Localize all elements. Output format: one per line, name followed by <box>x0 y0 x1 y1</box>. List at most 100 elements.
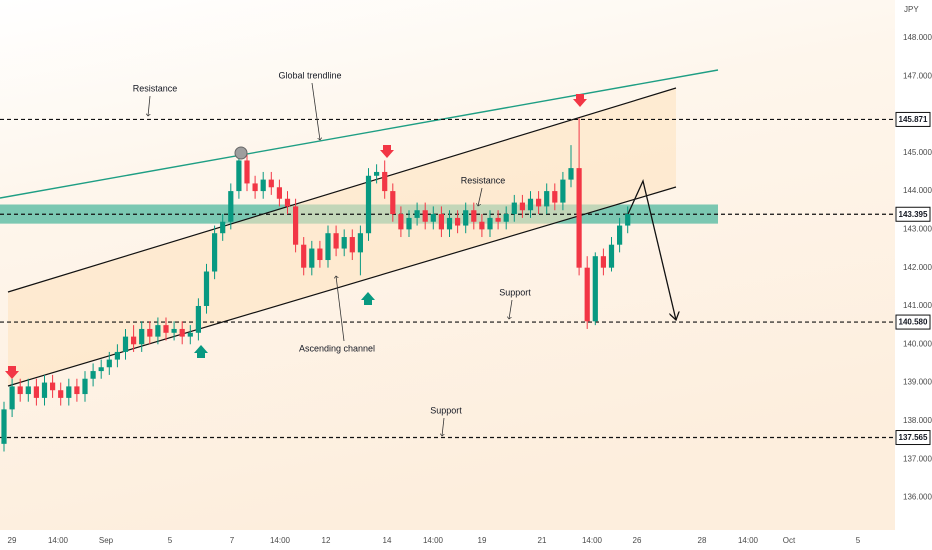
candle-body <box>66 386 72 398</box>
candle-body <box>495 217 501 222</box>
candle-body <box>268 179 274 188</box>
candle-body <box>17 386 23 395</box>
projection-arrow <box>627 179 676 320</box>
candle-body <box>301 244 307 268</box>
x-tick-label: 26 <box>633 536 642 545</box>
candle-body <box>463 210 469 226</box>
candle-body <box>536 198 542 207</box>
candle-body <box>114 351 120 360</box>
y-tick-label: 136.000 <box>903 493 932 502</box>
buy-arrow <box>194 345 208 358</box>
candle-body <box>33 386 39 398</box>
x-tick-label: 28 <box>698 536 707 545</box>
candle-body <box>82 378 88 395</box>
candle-body <box>617 225 623 245</box>
y-tick-label: 137.000 <box>903 454 932 463</box>
x-tick-label: 5 <box>856 536 861 545</box>
candle-body <box>471 210 477 222</box>
y-tick-label: 142.000 <box>903 263 932 272</box>
candle-body <box>309 248 315 268</box>
x-tick-label: 29 <box>8 536 17 545</box>
y-tick-label: 145.000 <box>903 148 932 157</box>
candle-body <box>163 325 169 333</box>
annotation-pointer <box>478 187 483 206</box>
candle-body <box>41 382 48 398</box>
time-axis-background <box>0 530 895 550</box>
x-tick-label: 14:00 <box>270 536 291 545</box>
candle-body <box>106 359 112 368</box>
candle-body <box>398 214 404 230</box>
y-tick-label: 141.000 <box>903 301 932 310</box>
candle-body <box>333 233 339 249</box>
x-tick-label: 12 <box>322 536 331 545</box>
candle-body <box>487 217 493 230</box>
candle-body <box>212 233 218 272</box>
candle-body <box>357 233 363 253</box>
candle-body <box>236 160 242 192</box>
annotation-pointer <box>336 276 345 342</box>
level-label-box <box>895 206 931 222</box>
candle-body <box>317 248 323 261</box>
sell-arrow <box>573 94 587 107</box>
currency-label: JPY <box>904 5 919 14</box>
x-tick-label: Oct <box>783 536 796 545</box>
candle-body <box>325 233 331 261</box>
candle-body <box>9 386 15 410</box>
x-tick-label: 14:00 <box>738 536 759 545</box>
global-trendline <box>0 69 719 199</box>
candle-body <box>584 267 590 322</box>
candle-body <box>374 171 380 176</box>
candle-body <box>131 336 137 345</box>
candle-body <box>625 214 631 226</box>
candle-body <box>552 191 558 203</box>
candle-body <box>74 386 80 395</box>
sell-arrow <box>380 145 394 158</box>
buy-arrow <box>361 292 375 305</box>
candle-body <box>179 328 185 337</box>
candle-body <box>479 221 485 230</box>
y-tick-label: 138.000 <box>903 416 932 425</box>
candle-body <box>90 371 96 379</box>
candle-body <box>195 305 201 333</box>
candle-body <box>511 202 517 215</box>
x-tick-label: Sep <box>99 536 114 545</box>
annotation: Resistance <box>461 175 506 185</box>
candle-body <box>422 210 428 222</box>
candle-body <box>284 198 291 207</box>
candle-body <box>58 390 64 398</box>
candle-body <box>527 198 534 211</box>
x-tick-label: 14:00 <box>48 536 69 545</box>
touch-marker <box>234 146 248 160</box>
channel-upper-line <box>7 87 677 293</box>
annotation: Support <box>430 405 462 415</box>
candle-body <box>228 191 234 222</box>
level-label-box <box>895 314 931 330</box>
candle-body <box>390 191 396 215</box>
candle-body <box>220 221 226 234</box>
candle-body <box>592 256 598 322</box>
candle-body <box>455 217 461 226</box>
candle-body <box>122 336 129 352</box>
level-label-box <box>895 430 931 446</box>
candle-body <box>260 179 266 192</box>
level-label-box <box>895 111 931 127</box>
candle-body <box>252 183 258 192</box>
level-label: 145.871 <box>899 115 928 124</box>
candle-body <box>203 271 210 306</box>
level-label: 140.580 <box>899 318 928 327</box>
y-tick-label: 140.000 <box>903 339 932 348</box>
candle-body <box>187 332 193 337</box>
candle-body <box>155 325 161 337</box>
candle-body <box>341 237 347 249</box>
candle-body <box>139 328 145 345</box>
candle-body <box>406 217 412 230</box>
candle-body <box>608 244 615 268</box>
candle-body <box>25 386 31 395</box>
price-axis-background <box>895 0 932 550</box>
annotation: Ascending channel <box>299 343 375 353</box>
x-tick-label: 14 <box>383 536 392 545</box>
y-tick-label: 143.000 <box>903 224 932 233</box>
annotation-pointer <box>509 299 513 319</box>
candle-body <box>430 214 436 222</box>
